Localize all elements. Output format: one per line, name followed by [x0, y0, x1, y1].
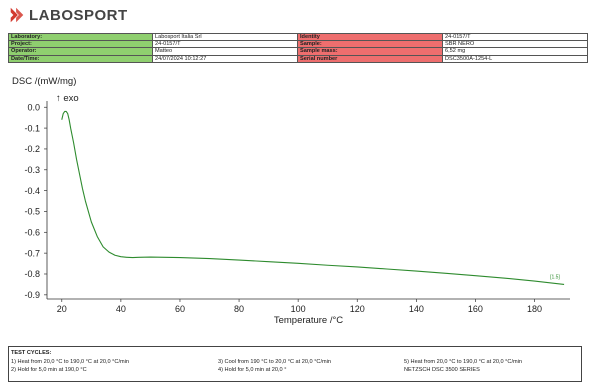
info-right-value: SBR NERO — [442, 40, 588, 49]
info-left-value: Labosport Italia Srl — [152, 32, 298, 42]
y-tick-label: -0.9 — [24, 290, 40, 300]
y-tick-label: -0.4 — [24, 186, 40, 196]
info-right-value: 6,52 mg — [442, 47, 588, 56]
info-right-value: 24-0157/T — [442, 32, 588, 42]
info-left-value: 24/07/2024 10:12:27 — [152, 54, 298, 63]
x-tick-label: 20 — [57, 304, 67, 314]
y-tick-label: -0.6 — [24, 228, 40, 238]
x-tick-label: 80 — [234, 304, 244, 314]
exo-annotation: ↑ exo — [56, 93, 79, 104]
x-tick-label: 180 — [527, 304, 542, 314]
info-right-label: Identity — [297, 32, 443, 42]
cycle-item-5: 5) Heat from 20,0 °C to 190,0 °C at 20,0… — [404, 359, 523, 365]
segment-label: [1.5] — [550, 274, 560, 280]
y-tick-label: -0.2 — [24, 144, 40, 154]
info-left-label: Operator: — [8, 47, 153, 56]
y-tick-label: -0.3 — [24, 165, 40, 175]
y-tick-label: -0.5 — [24, 207, 40, 217]
y-axis-label: DSC /(mW/mg) — [12, 76, 76, 87]
info-row: Project: 24-0157/T Sample: SBR NERO — [8, 40, 588, 49]
y-tick-label: -0.8 — [24, 269, 40, 279]
x-tick-label: 160 — [468, 304, 483, 314]
test-cycles-title: TEST CYCLES: — [11, 350, 52, 356]
info-right-label: Sample: — [297, 40, 443, 49]
y-tick-label: 0.0 — [27, 102, 40, 112]
x-tick-label: 120 — [350, 304, 365, 314]
info-row: Operator: Matteo Sample mass: 6,52 mg — [8, 47, 588, 56]
sample-info-table: Laboratory: Labosport Italia Srl Identity 2… — [8, 32, 588, 63]
cycle-item-4: 4) Hold for 5,0 min at 20,0 ° — [218, 367, 287, 373]
instrument-name: NETZSCH DSC 3500 SERIES — [404, 367, 480, 373]
x-tick-label: 40 — [116, 304, 126, 314]
info-left-label: Project: — [8, 40, 153, 49]
cycle-item-3: 3) Cool from 190 °C to 20,0 °C at 20,0 °… — [218, 359, 332, 365]
info-left-value: 24-0157/T — [152, 40, 298, 49]
info-left-label: Date/Time: — [8, 54, 153, 63]
cycle-item-2: 2) Hold for 5,0 min at 190,0 °C — [11, 367, 87, 373]
dsc-chart: 0.0 -0.1 -0.2 -0.3 -0.4 -0.5 -0.6 -0.7 -0.8 -0.9 2… — [12, 76, 570, 326]
info-row: Date/Time: 24/07/2024 10:12:27 Serial numb… — [8, 54, 588, 63]
cycle-item-1: 1) Heat from 20,0 °C to 190,0 °C at 20,0… — [11, 359, 130, 365]
info-right-label: Sample mass: — [297, 47, 443, 56]
x-axis-label: Temperature /°C — [274, 315, 343, 326]
test-cycles-footer: TEST CYCLES: 1) Heat from 20,0 °C to 190… — [8, 346, 582, 382]
x-tick-label: 140 — [409, 304, 424, 314]
logo-text: LABOSPORT — [29, 6, 128, 24]
x-tick-label: 60 — [175, 304, 185, 314]
labosport-logo: LABOSPORT — [8, 6, 128, 24]
info-right-label: Serial number — [297, 54, 443, 63]
dsc-curve-line — [61, 110, 565, 285]
info-left-value: Matteo — [152, 47, 298, 56]
info-row: Laboratory: Labosport Italia Srl Identity 2… — [8, 32, 588, 42]
labosport-logo-icon — [10, 7, 24, 23]
info-right-value: DSC3500A-1254-L — [442, 54, 588, 63]
info-left-label: Laboratory: — [8, 32, 153, 42]
x-tick-label: 100 — [291, 304, 306, 314]
y-tick-label: -0.1 — [24, 123, 40, 133]
y-tick-label: -0.7 — [24, 248, 40, 258]
